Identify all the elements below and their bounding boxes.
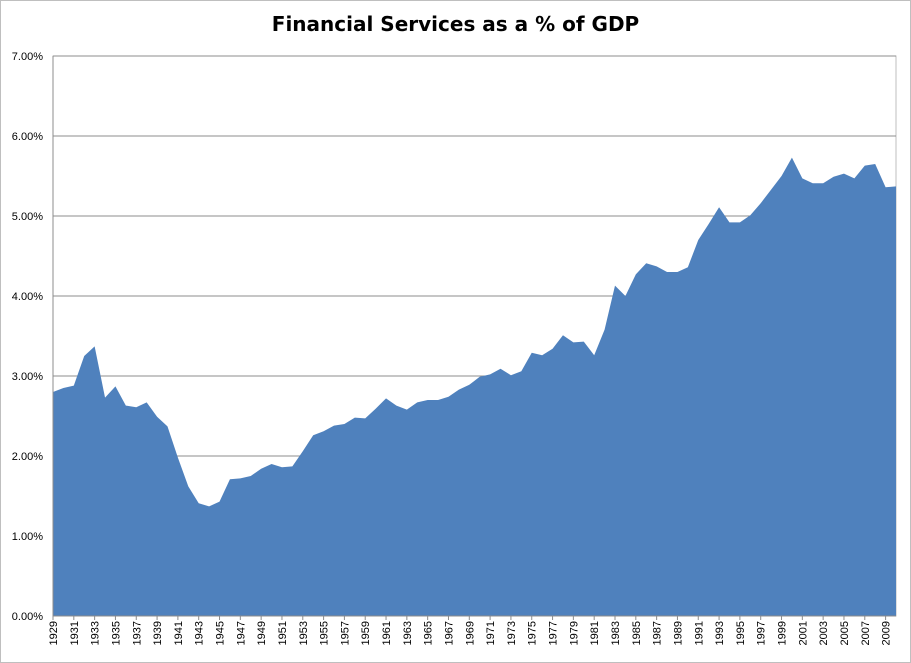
x-tick-label: 1945 [215, 621, 227, 645]
x-tick-label: 1989 [672, 621, 684, 645]
x-tick-label: 1991 [693, 621, 705, 645]
x-tick-label: 1953 [298, 621, 310, 645]
x-tick-label: 1997 [756, 621, 768, 645]
x-tick-label: 1975 [527, 621, 539, 645]
x-tick-label: 2003 [818, 621, 830, 645]
x-tick-label: 1941 [173, 621, 185, 645]
x-tick-label: 2007 [860, 621, 872, 645]
x-tick-label: 2005 [839, 621, 851, 645]
x-tick-label: 1983 [610, 621, 622, 645]
x-tick-label: 1971 [485, 621, 497, 645]
x-tick-label: 1939 [152, 621, 164, 645]
y-tick-label: 2.00% [12, 451, 43, 463]
x-tick-label: 1963 [402, 621, 414, 645]
y-tick-label: 5.00% [12, 211, 43, 223]
x-tick-label: 1959 [360, 621, 372, 645]
x-tick-label: 1973 [506, 621, 518, 645]
x-tick-label: 1937 [131, 621, 143, 645]
x-tick-label: 1949 [256, 621, 268, 645]
x-tick-label: 1993 [714, 621, 726, 645]
x-tick-label: 1935 [110, 621, 122, 645]
y-tick-label: 4.00% [12, 291, 43, 303]
x-tick-label: 1977 [548, 621, 560, 645]
x-tick-label: 1947 [235, 621, 247, 645]
y-tick-label: 6.00% [12, 131, 43, 143]
x-tick-label: 1969 [464, 621, 476, 645]
x-tick-label: 1957 [339, 621, 351, 645]
x-tick-label: 1995 [735, 621, 747, 645]
x-tick-label: 1955 [319, 621, 331, 645]
x-tick-label: 2001 [797, 621, 809, 645]
y-tick-label: 7.00% [12, 51, 43, 63]
x-tick-label: 1943 [194, 621, 206, 645]
x-tick-label: 1999 [777, 621, 789, 645]
x-tick-label: 1987 [652, 621, 664, 645]
y-tick-label: 1.00% [12, 531, 43, 543]
x-tick-label: 1985 [631, 621, 643, 645]
x-tick-label: 1933 [90, 621, 102, 645]
y-tick-label: 3.00% [12, 371, 43, 383]
x-tick-label: 1961 [381, 621, 393, 645]
x-tick-label: 1979 [568, 621, 580, 645]
x-tick-label: 1967 [443, 621, 455, 645]
x-tick-label: 1931 [69, 621, 81, 645]
x-tick-label: 1929 [48, 621, 60, 645]
x-tick-label: 1965 [423, 621, 435, 645]
x-tick-label: 1981 [589, 621, 601, 645]
y-tick-label: 0.00% [12, 611, 43, 623]
area-series [53, 157, 896, 616]
chart-title: Financial Services as a % of GDP [271, 12, 640, 36]
x-tick-label: 2009 [881, 621, 893, 645]
x-tick-label: 1951 [277, 621, 289, 645]
